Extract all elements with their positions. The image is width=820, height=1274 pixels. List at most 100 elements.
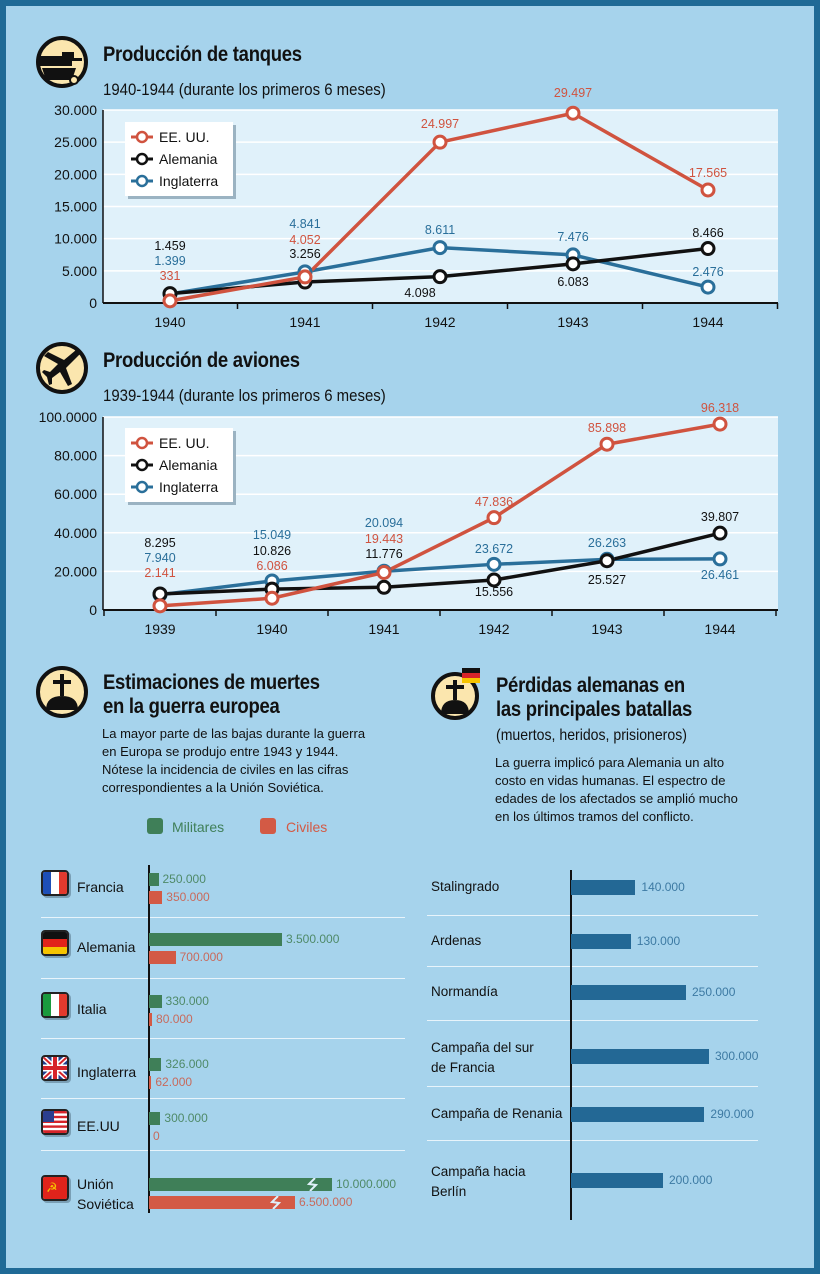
data-label: 3.256: [289, 247, 320, 261]
military-bar: [149, 1178, 332, 1191]
legend-marker-icon: [131, 152, 153, 166]
data-label: 24.997: [421, 117, 459, 131]
legend-label: Militares: [172, 819, 225, 835]
battle-loss-bar: [571, 880, 636, 895]
y-tick-label: 15.000: [54, 199, 97, 215]
series-line-Inglaterra: [159, 557, 721, 597]
data-label: 85.898: [588, 421, 626, 435]
data-label: 7.476: [557, 230, 588, 244]
data-label: 1.399: [154, 254, 185, 268]
civilian-bar: [149, 1196, 295, 1209]
country-label: Italia: [77, 999, 107, 1019]
row-separator: [427, 1086, 758, 1087]
country-label-line: Francia: [77, 879, 124, 895]
military-bar: [149, 995, 162, 1008]
y-tick-label: 30.000: [54, 102, 97, 118]
row-separator: [41, 978, 405, 979]
data-label: 17.565: [689, 166, 727, 180]
data-point: [565, 105, 581, 121]
battle-loss-bar: [571, 1173, 663, 1188]
data-label: 8.295: [144, 536, 175, 550]
tank-icon: [36, 36, 88, 88]
battle-loss-bar: [571, 1049, 709, 1064]
data-label: 4.098: [404, 286, 435, 300]
bar-value-label: 140.000: [641, 880, 685, 894]
data-point: [432, 269, 448, 285]
description-line: La guerra implicó para Alemania un alto: [495, 755, 725, 770]
country-label-line: Italia: [77, 1001, 107, 1017]
battle-label: Stalingrado: [431, 877, 499, 897]
y-tick-label: 25.000: [54, 134, 97, 150]
data-label: 23.672: [475, 542, 513, 556]
row-separator: [41, 1038, 405, 1039]
data-label: 8.466: [692, 226, 723, 240]
data-point: [486, 556, 502, 572]
legend-label: EE. UU.: [159, 129, 210, 145]
data-point: [712, 551, 728, 567]
bar-value-label: 326.000: [165, 1057, 209, 1071]
military-bar: [149, 933, 282, 946]
data-label: 331: [160, 269, 181, 283]
data-label: 15.556: [475, 585, 513, 599]
data-point: [700, 279, 716, 295]
y-tick-label: 100.0000: [39, 409, 98, 425]
bar-value-label: 10.000.000: [336, 1177, 397, 1191]
bar-value-label: 0: [153, 1129, 160, 1143]
legend-item: Alemania: [131, 454, 227, 476]
x-tick-label: 1941: [289, 314, 320, 330]
military-bar: [149, 1112, 161, 1125]
battle-loss-bar: [571, 985, 686, 1000]
data-label: 10.826: [253, 544, 291, 558]
civilian-bar: [149, 891, 163, 904]
legend-label: Alemania: [159, 151, 218, 167]
battle-label-line: Berlín: [431, 1184, 467, 1199]
data-point: [565, 256, 581, 272]
data-label: 26.461: [701, 568, 739, 582]
data-point: [264, 590, 280, 606]
planes-subtitle: 1939-1944 (durante los primeros 6 meses): [103, 386, 386, 405]
y-tick-label: 60.000: [54, 486, 97, 502]
civilian-bar: [149, 1013, 153, 1026]
losses-subtitle: (muertos, heridos, prisioneros): [496, 727, 687, 744]
battle-label: Normandía: [431, 982, 498, 1002]
row-separator: [427, 915, 758, 916]
military-bar: [149, 1058, 162, 1071]
data-label: 2.476: [692, 265, 723, 279]
axis-line: [570, 870, 572, 1220]
row-separator: [41, 1098, 405, 1099]
legend-marker-icon: [131, 174, 153, 188]
legend-item: Inglaterra: [131, 476, 227, 498]
description-line: La mayor parte de las bajas durante la g…: [102, 726, 366, 741]
y-tick-label: 80.000: [54, 448, 97, 464]
data-point: [486, 572, 502, 588]
description-line: costo en vidas humanas. El espectro de: [495, 773, 726, 788]
infographic: Producción de tanques 1940-1944 (durante…: [6, 6, 814, 1268]
country-label-line: EE.UU: [77, 1118, 120, 1134]
x-tick-label: 1940: [154, 314, 185, 330]
data-label: 39.807: [701, 510, 739, 524]
data-label: 25.527: [588, 573, 626, 587]
description-line: edades de los afectados se amplió mucho: [495, 791, 738, 806]
data-point: [700, 182, 716, 198]
legend-item: EE. UU.: [131, 126, 227, 148]
country-label-line: Soviética: [77, 1196, 134, 1212]
bar-value-label: 130.000: [636, 934, 681, 948]
german-losses-chart: Stalingrado 140.000 Ardenas 130.000 Normandí…: [6, 6, 814, 1268]
data-point: [376, 564, 392, 580]
country-label: Alemania: [77, 937, 135, 957]
country-label: Inglaterra: [77, 1062, 136, 1082]
y-tick-label: 20.000: [54, 166, 97, 182]
data-label: 1.459: [154, 239, 185, 253]
bar-value-label: 300.000: [715, 1049, 759, 1063]
legend-label: Inglaterra: [159, 173, 219, 189]
ussr-flag-icon: ☭: [41, 1175, 69, 1201]
airplane-icon: [36, 342, 88, 394]
x-tick-label: 1943: [557, 314, 588, 330]
losses-title-line2: las principales batallas: [496, 698, 693, 721]
bar-value-label: 3.500.000: [286, 932, 340, 946]
battle-label: Ardenas: [431, 931, 481, 951]
row-separator: [41, 1150, 405, 1151]
bar-value-label: 350.000: [166, 890, 210, 904]
data-point: [712, 416, 728, 432]
data-label: 2.141: [144, 566, 175, 580]
